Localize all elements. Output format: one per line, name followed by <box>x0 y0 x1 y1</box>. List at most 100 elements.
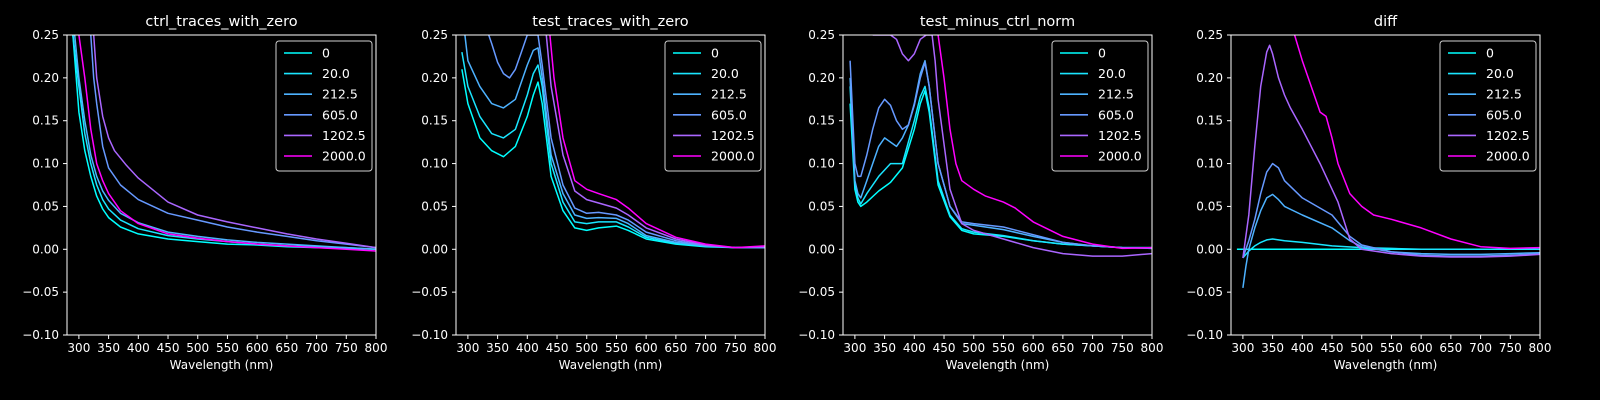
legend-label: 20.0 <box>711 66 739 81</box>
x-tick-label: 450 <box>1321 341 1344 355</box>
legend: 0 20.0 212.5 605.0 1202.5 2000.0 <box>664 40 762 172</box>
x-tick-label: 500 <box>962 341 985 355</box>
series-line-605.0 <box>90 35 376 249</box>
y-tick-label: 0.20 <box>808 71 835 85</box>
x-tick-label: 600 <box>635 341 658 355</box>
y-tick-label: 0.25 <box>32 28 59 42</box>
x-tick-label: 600 <box>1410 341 1433 355</box>
series-line-0 <box>461 69 765 249</box>
x-axis-label: Wavelength (nm) <box>170 358 274 372</box>
legend-label: 2000.0 <box>322 149 366 164</box>
x-tick-label: 750 <box>1111 341 1134 355</box>
chart-title: test_traces_with_zero <box>532 14 689 30</box>
x-tick-label: 800 <box>754 341 777 355</box>
x-tick-label: 700 <box>1469 341 1492 355</box>
y-tick-label: −0.10 <box>798 328 835 342</box>
plot-frame <box>1230 34 1541 336</box>
x-tick-label: 500 <box>575 341 598 355</box>
series-line-605.0 <box>849 60 1152 250</box>
x-tick-label: 300 <box>843 341 866 355</box>
y-tick-label: −0.05 <box>798 285 835 299</box>
series-group <box>461 35 765 249</box>
y-tick-label: 0.10 <box>421 157 448 171</box>
series-line-212.5 <box>1242 193 1540 289</box>
legend-label: 605.0 <box>322 107 358 122</box>
y-tick-label: 0.00 <box>32 242 59 256</box>
legend-label: 212.5 <box>1486 87 1522 102</box>
y-tick-label: 0.15 <box>32 114 59 128</box>
y-tick-label: 0.10 <box>32 157 59 171</box>
series-line-605.0 <box>1242 162 1540 259</box>
chart-title: ctrl_traces_with_zero <box>145 14 297 30</box>
legend-label: 212.5 <box>322 87 358 102</box>
series-line-2000.0 <box>1293 35 1540 250</box>
series-line-1202.5 <box>92 35 376 249</box>
x-tick-label: 650 <box>1051 341 1074 355</box>
series-group <box>1236 35 1540 289</box>
series-line-1202.5 <box>872 35 1152 257</box>
series-line-1202.5 <box>1242 44 1540 259</box>
x-tick-label: 400 <box>1291 341 1314 355</box>
legend-label: 212.5 <box>1098 87 1134 102</box>
legend-label: 2000.0 <box>711 149 755 164</box>
series-line-2000.0 <box>937 35 1152 250</box>
legend-label: 20.0 <box>322 66 350 81</box>
plot-frame <box>455 34 766 336</box>
x-tick-label: 350 <box>486 341 509 355</box>
chart-panel-1: 300 350 400 450 500 550 600 650 700 750 800 −0.10 −0… <box>22 14 387 372</box>
series-line-605.0 <box>487 35 765 249</box>
y-tick-label: 0.20 <box>32 71 59 85</box>
x-tick-label: 600 <box>246 341 269 355</box>
y-tick-label: 0.15 <box>808 114 835 128</box>
y-tick-label: 0.05 <box>32 199 59 213</box>
x-axis-label: Wavelength (nm) <box>1334 358 1438 372</box>
x-tick-label: 550 <box>216 341 239 355</box>
x-tick-label: 550 <box>992 341 1015 355</box>
chart-title: test_minus_ctrl_norm <box>920 14 1075 30</box>
series-line-2000.0 <box>78 35 376 252</box>
y-tick-label: 0.05 <box>1196 199 1223 213</box>
y-tick-label: −0.05 <box>22 285 59 299</box>
series-group <box>849 35 1152 257</box>
y-tick-label: −0.05 <box>1186 285 1223 299</box>
x-tick-label: 350 <box>97 341 120 355</box>
series-line-212.5 <box>464 35 765 249</box>
x-tick-label: 800 <box>365 341 388 355</box>
x-tick-label: 500 <box>1350 341 1373 355</box>
chart-title: diff <box>1374 14 1398 30</box>
x-tick-label: 750 <box>1499 341 1522 355</box>
legend-label: 2000.0 <box>1486 149 1530 164</box>
x-tick-label: 400 <box>903 341 926 355</box>
legend-label: 605.0 <box>711 107 747 122</box>
legend-label: 1202.5 <box>711 128 755 143</box>
y-tick-label: 0.10 <box>808 157 835 171</box>
x-tick-label: 450 <box>546 341 569 355</box>
y-tick-label: −0.10 <box>1186 328 1223 342</box>
x-tick-label: 700 <box>694 341 717 355</box>
x-tick-label: 750 <box>335 341 358 355</box>
y-tick-label: 0.00 <box>1196 242 1223 256</box>
x-tick-label: 300 <box>456 341 479 355</box>
x-tick-label: 800 <box>1529 341 1552 355</box>
series-line-20.0 <box>849 85 1152 249</box>
x-tick-label: 550 <box>1380 341 1403 355</box>
series-line-20.0 <box>1242 238 1540 259</box>
x-tick-label: 700 <box>305 341 328 355</box>
legend-label: 605.0 <box>1098 107 1134 122</box>
y-tick-label: 0.00 <box>421 242 448 256</box>
legend-label: 1202.5 <box>1098 128 1142 143</box>
x-tick-label: 750 <box>724 341 747 355</box>
x-tick-label: 300 <box>67 341 90 355</box>
x-tick-label: 650 <box>664 341 687 355</box>
y-tick-label: 0.10 <box>1196 157 1223 171</box>
legend: 0 20.0 212.5 605.0 1202.5 2000.0 <box>1439 40 1537 172</box>
x-tick-label: 450 <box>157 341 180 355</box>
legend-label: 0 <box>1098 46 1106 61</box>
x-tick-label: 800 <box>1141 341 1164 355</box>
x-tick-label: 500 <box>186 341 209 355</box>
legend-label: 0 <box>1486 46 1494 61</box>
plot-frame <box>842 34 1153 336</box>
legend-label: 20.0 <box>1486 66 1514 81</box>
chart-panel-3: 300 350 400 450 500 550 600 650 700 750 800 −0.10 −0… <box>798 14 1163 372</box>
